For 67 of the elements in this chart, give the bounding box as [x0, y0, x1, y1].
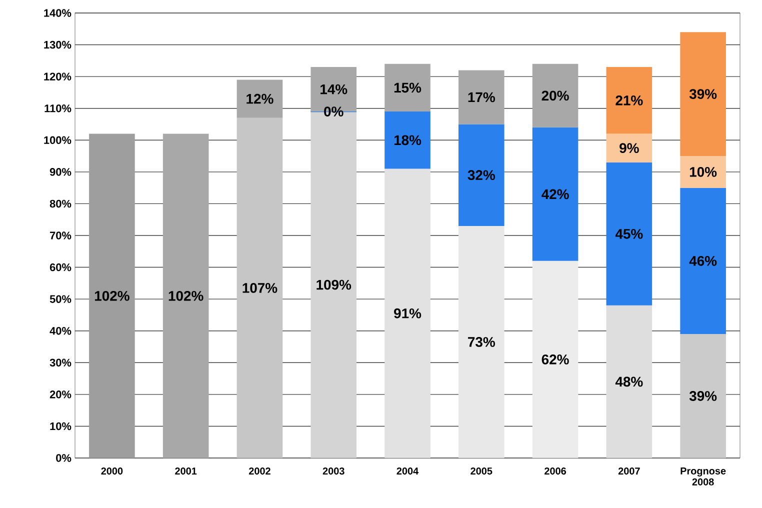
- y-tick-label: 10%: [50, 422, 72, 430]
- y-tick-label: 0%: [56, 454, 72, 462]
- bar: [236, 118, 283, 458]
- bar: [680, 188, 726, 334]
- y-tick-label: 100%: [44, 136, 72, 144]
- data-label: 12%: [246, 94, 274, 104]
- data-label: 9%: [620, 143, 639, 154]
- data-label: 42%: [542, 189, 569, 200]
- bar: [236, 80, 283, 118]
- data-label: 21%: [616, 95, 643, 106]
- y-tick-label: 70%: [50, 232, 72, 240]
- bar: [384, 64, 430, 112]
- data-label: 107%: [242, 282, 278, 293]
- bar: [384, 112, 430, 169]
- data-label: 14%: [320, 84, 348, 94]
- y-tick-label: 80%: [50, 200, 72, 208]
- bar: [606, 134, 652, 162]
- y-tick-label: 40%: [50, 326, 72, 335]
- data-label: 10%: [690, 166, 717, 177]
- x-tick-label: 2006: [544, 468, 566, 475]
- data-label: 102%: [168, 290, 204, 301]
- data-label: 73%: [468, 337, 495, 347]
- bar: [532, 64, 578, 128]
- x-tick-label: Prognose 2008: [680, 468, 726, 486]
- x-tick-label: 2001: [175, 468, 197, 475]
- bar: [384, 168, 430, 458]
- data-label: 39%: [689, 89, 717, 99]
- data-label: 18%: [394, 135, 422, 146]
- y-tick-label: 120%: [44, 72, 72, 80]
- bar: [680, 156, 726, 188]
- data-label: 48%: [615, 376, 643, 387]
- data-label: 45%: [615, 228, 643, 239]
- y-tick-label: 130%: [44, 40, 72, 49]
- bar: [680, 32, 726, 156]
- data-label: 17%: [468, 92, 495, 102]
- y-tick-label: 110%: [44, 104, 72, 112]
- bar: [458, 226, 504, 458]
- bar: [606, 67, 652, 134]
- data-label: 91%: [394, 308, 422, 318]
- data-label: 39%: [689, 391, 717, 401]
- data-label: 62%: [542, 354, 569, 364]
- bar: [606, 305, 652, 458]
- x-tick-label: 2000: [101, 468, 123, 475]
- y-tick-label: 50%: [50, 295, 72, 303]
- bar: [89, 134, 135, 458]
- data-label: 15%: [394, 82, 422, 93]
- bar: [606, 162, 652, 306]
- y-tick-label: 30%: [50, 358, 72, 367]
- data-label: 109%: [316, 280, 352, 290]
- data-label: 32%: [468, 170, 495, 180]
- bar: [532, 127, 578, 261]
- bar: [680, 334, 726, 458]
- y-tick-label: 20%: [50, 390, 72, 398]
- x-tick-label: 2003: [322, 468, 344, 475]
- y-tick-label: 140%: [44, 9, 72, 17]
- x-tick-label: 2005: [470, 468, 492, 475]
- x-tick-label: 2007: [618, 468, 640, 475]
- y-tick-label: 60%: [50, 263, 72, 272]
- bar: [458, 124, 504, 226]
- data-label: 46%: [689, 256, 717, 266]
- data-label: 20%: [542, 90, 569, 101]
- bar: [458, 70, 504, 124]
- x-tick-label: 2002: [248, 468, 270, 475]
- data-label: 102%: [94, 290, 130, 301]
- x-tick-label: 2004: [396, 468, 419, 475]
- y-tick-label: 90%: [50, 168, 72, 176]
- bar: [532, 260, 578, 458]
